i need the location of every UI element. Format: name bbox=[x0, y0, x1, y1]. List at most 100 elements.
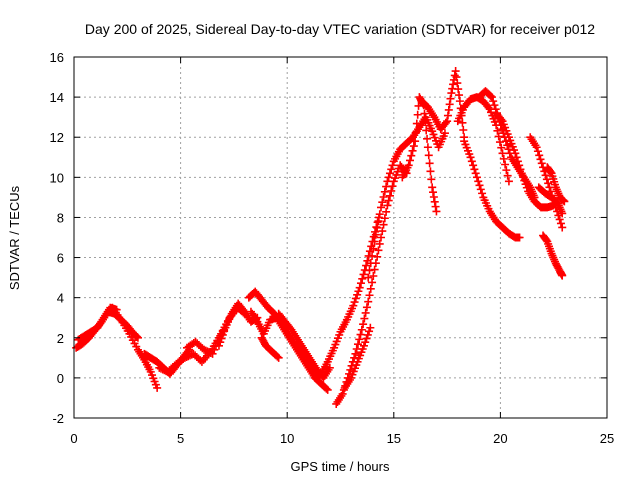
data-point-fill bbox=[536, 155, 545, 164]
data-point-fill bbox=[408, 146, 417, 155]
data-point-fill bbox=[382, 207, 391, 216]
data-point bbox=[359, 341, 368, 350]
data-point-fill bbox=[501, 137, 510, 146]
data-point-fill bbox=[217, 334, 226, 343]
data-point-fill bbox=[555, 215, 564, 224]
data-point-fill bbox=[132, 332, 141, 341]
series-sat-m bbox=[332, 161, 411, 408]
y-tick-label: 12 bbox=[50, 130, 64, 145]
y-tick-label: 8 bbox=[57, 210, 64, 225]
data-point bbox=[355, 283, 364, 292]
data-point-fill bbox=[365, 291, 374, 300]
data-point bbox=[214, 341, 223, 350]
data-point-fill bbox=[407, 151, 416, 160]
data-point-fill bbox=[425, 159, 434, 168]
data-point-fill bbox=[443, 111, 452, 120]
data-point-fill bbox=[501, 160, 510, 169]
data-point-fill bbox=[502, 166, 511, 175]
data-point-fill bbox=[218, 330, 227, 339]
data-point-fill bbox=[444, 105, 453, 114]
data-point-fill bbox=[368, 251, 377, 260]
data-point-fill bbox=[445, 100, 454, 109]
data-point-fill bbox=[556, 219, 565, 228]
data-point-fill bbox=[366, 259, 375, 268]
data-point-fill bbox=[216, 338, 225, 347]
data-point-fill bbox=[210, 345, 219, 354]
data-point-fill bbox=[424, 151, 433, 160]
data-point-fill bbox=[374, 217, 383, 226]
data-point-fill bbox=[384, 196, 393, 205]
series-sat-u bbox=[492, 109, 558, 212]
data-point-fill bbox=[353, 290, 362, 299]
data-point-fill bbox=[350, 298, 359, 307]
data-point-fill bbox=[384, 173, 393, 182]
data-point-fill bbox=[382, 182, 391, 191]
data-point-fill bbox=[385, 169, 394, 178]
data-point-fill bbox=[373, 252, 382, 261]
data-point-fill bbox=[449, 80, 458, 89]
data-point-fill bbox=[541, 171, 550, 180]
data-point bbox=[511, 149, 520, 158]
data-point-fill bbox=[356, 330, 365, 339]
data-point-fill bbox=[322, 384, 331, 393]
data-point-fill bbox=[378, 227, 387, 236]
y-axis-title: SDTVAR / TECUs bbox=[7, 185, 22, 290]
data-point-fill bbox=[544, 179, 553, 188]
x-tick-label: 20 bbox=[493, 431, 507, 446]
series-sat-s bbox=[460, 137, 524, 242]
data-point-fill bbox=[559, 196, 568, 205]
x-tick-label: 0 bbox=[70, 431, 77, 446]
series-sat-w bbox=[543, 163, 569, 206]
data-point-fill bbox=[431, 202, 440, 211]
series-sat-i bbox=[246, 307, 332, 394]
data-point-fill bbox=[494, 132, 503, 141]
data-point bbox=[323, 385, 332, 394]
series-sat-g bbox=[214, 299, 262, 350]
y-tick-label: 6 bbox=[57, 251, 64, 266]
data-point-fill bbox=[446, 94, 455, 103]
data-point bbox=[364, 273, 373, 282]
data-point-fill bbox=[429, 188, 438, 197]
data-point-fill bbox=[363, 330, 372, 339]
data-point-fill bbox=[365, 327, 374, 336]
data-point bbox=[517, 169, 526, 178]
data-point-fill bbox=[379, 220, 388, 229]
data-point-fill bbox=[361, 308, 370, 317]
data-point-fill bbox=[535, 151, 544, 160]
data-point-fill bbox=[356, 279, 365, 288]
data-point-fill bbox=[537, 159, 546, 168]
data-point-fill bbox=[484, 103, 493, 112]
axis-ticks bbox=[73, 56, 608, 419]
data-point bbox=[432, 207, 441, 216]
data-point bbox=[558, 223, 567, 232]
data-point-fill bbox=[387, 186, 396, 195]
data-point-fill bbox=[427, 175, 436, 184]
series-sat-j bbox=[257, 333, 283, 362]
chart-title: Day 200 of 2025, Sidereal Day-to-day VTE… bbox=[85, 21, 595, 37]
data-point-fill bbox=[476, 185, 485, 194]
data-point-fill bbox=[359, 270, 368, 279]
data-point-fill bbox=[518, 172, 527, 181]
data-point-fill bbox=[368, 278, 377, 287]
x-axis-title: GPS time / hours bbox=[291, 459, 390, 474]
data-point bbox=[208, 349, 217, 358]
data-point-fill bbox=[387, 165, 396, 174]
data-point-fill bbox=[478, 189, 487, 198]
data-point-fill bbox=[470, 165, 479, 174]
y-tick-label: 0 bbox=[57, 371, 64, 386]
series-sat-x bbox=[539, 231, 567, 280]
data-point-fill bbox=[497, 143, 506, 152]
data-point bbox=[472, 173, 481, 182]
data-point-fill bbox=[520, 176, 529, 185]
data-point-fill bbox=[533, 147, 542, 156]
series-sat-c bbox=[108, 303, 162, 392]
data-point-fill bbox=[380, 187, 389, 196]
data-point-fill bbox=[423, 134, 432, 143]
data-point-fill bbox=[490, 101, 499, 110]
data-point-fill bbox=[430, 197, 439, 206]
data-point-fill bbox=[471, 169, 480, 178]
data-point-fill bbox=[375, 239, 384, 248]
data-point bbox=[443, 117, 452, 126]
series-sat-q bbox=[417, 67, 469, 142]
data-point-fill bbox=[379, 192, 388, 201]
